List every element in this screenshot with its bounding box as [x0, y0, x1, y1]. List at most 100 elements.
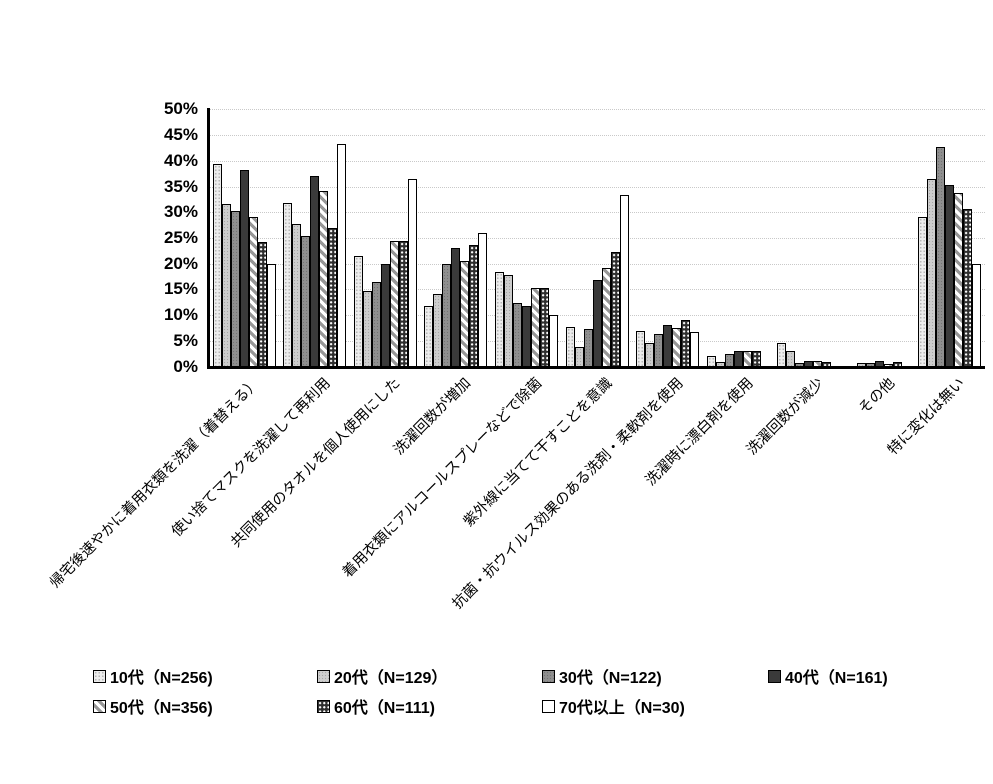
bar	[257, 242, 267, 367]
y-tick-label: 50%	[163, 99, 198, 119]
bar	[371, 282, 381, 367]
bar	[706, 356, 716, 367]
legend-label: 10代（N=256)	[110, 670, 213, 687]
bar	[283, 202, 293, 367]
legend-item: 30代（N=122)	[542, 666, 662, 687]
legend-item: 10代（N=256)	[93, 666, 213, 687]
bar	[319, 190, 329, 367]
bar	[733, 350, 743, 367]
gridline	[209, 135, 985, 137]
gridline	[209, 212, 985, 214]
legend-label: 60代（N=111)	[334, 700, 435, 717]
bar	[715, 361, 725, 367]
bar	[530, 288, 540, 367]
bar	[742, 350, 752, 367]
bar	[636, 330, 646, 367]
legend-item: 40代（N=161)	[768, 666, 888, 687]
bar	[328, 227, 338, 367]
bar	[681, 320, 691, 367]
y-tick-label: 25%	[163, 228, 198, 247]
bar	[583, 328, 593, 367]
bar	[856, 362, 866, 367]
legend-item: 70代以上（N=30)	[542, 696, 685, 717]
bar	[927, 179, 937, 367]
bar	[398, 241, 408, 367]
legend-label: 20代（N=129）	[334, 670, 448, 687]
legend-swatch	[93, 669, 106, 683]
bar	[248, 216, 258, 367]
bar	[451, 248, 461, 367]
y-tick-label: 15%	[163, 279, 198, 299]
y-tick-label: 5%	[173, 330, 198, 350]
bar	[212, 163, 222, 367]
bar	[804, 360, 814, 367]
gridline	[209, 263, 985, 265]
y-tick-label: 35%	[163, 176, 198, 196]
bar	[786, 350, 796, 367]
bar	[795, 362, 805, 367]
bar	[292, 223, 302, 367]
gridline	[209, 186, 985, 188]
gridline	[209, 109, 985, 111]
y-tick-label: 30%	[163, 202, 198, 222]
bar	[936, 147, 946, 367]
x-category-label: 紫外線に当てて干すことを意識	[460, 375, 616, 531]
bar	[945, 185, 955, 367]
bar	[239, 169, 249, 367]
bar	[353, 256, 363, 367]
x-axis-line	[207, 366, 985, 369]
legend-item: 20代（N=129）	[317, 666, 448, 687]
bar	[610, 252, 620, 367]
legend-swatch	[542, 669, 555, 683]
x-category-label: その他	[855, 375, 898, 418]
bar	[874, 360, 884, 367]
legend-label: 50代（N=356)	[110, 700, 213, 717]
legend-swatch	[768, 669, 781, 683]
bar	[954, 193, 964, 367]
bar	[301, 235, 311, 367]
bar	[494, 271, 504, 367]
y-tick-label: 0%	[173, 356, 198, 376]
bar	[221, 203, 231, 367]
bar	[601, 268, 611, 367]
bar	[424, 306, 434, 367]
bar	[539, 287, 549, 367]
bar	[266, 263, 276, 367]
legend-item: 50代（N=356)	[93, 696, 213, 717]
bar	[918, 216, 928, 367]
bar	[469, 245, 479, 367]
bar	[672, 328, 682, 367]
bar	[503, 275, 513, 367]
bar	[362, 291, 372, 367]
bar	[972, 263, 982, 367]
bar	[883, 363, 893, 367]
bar	[337, 143, 347, 367]
bar	[592, 280, 602, 367]
legend-label: 70代以上（N=30)	[559, 700, 685, 717]
legend-swatch	[317, 699, 330, 713]
bar	[310, 176, 320, 367]
bar	[512, 303, 522, 367]
x-category-label: 特に変化は無い	[885, 375, 969, 459]
bar	[654, 334, 664, 367]
legend-swatch	[93, 699, 106, 713]
bar	[230, 210, 240, 367]
bar	[521, 305, 531, 367]
legend-label: 30代（N=122)	[559, 670, 662, 687]
legend-swatch	[317, 669, 330, 683]
legend-item: 60代（N=111)	[317, 696, 435, 717]
y-tick-label: 10%	[163, 305, 198, 325]
legend-label: 40代（N=161)	[785, 670, 888, 687]
bar	[574, 346, 584, 367]
bar	[548, 315, 558, 367]
legend-swatch	[542, 699, 555, 713]
bar	[963, 209, 973, 367]
gridline	[209, 160, 985, 162]
bar	[433, 293, 443, 367]
bar	[442, 263, 452, 367]
bar	[690, 332, 700, 367]
y-tick-label: 20%	[163, 253, 198, 273]
bar	[751, 350, 761, 367]
bar	[865, 362, 875, 367]
